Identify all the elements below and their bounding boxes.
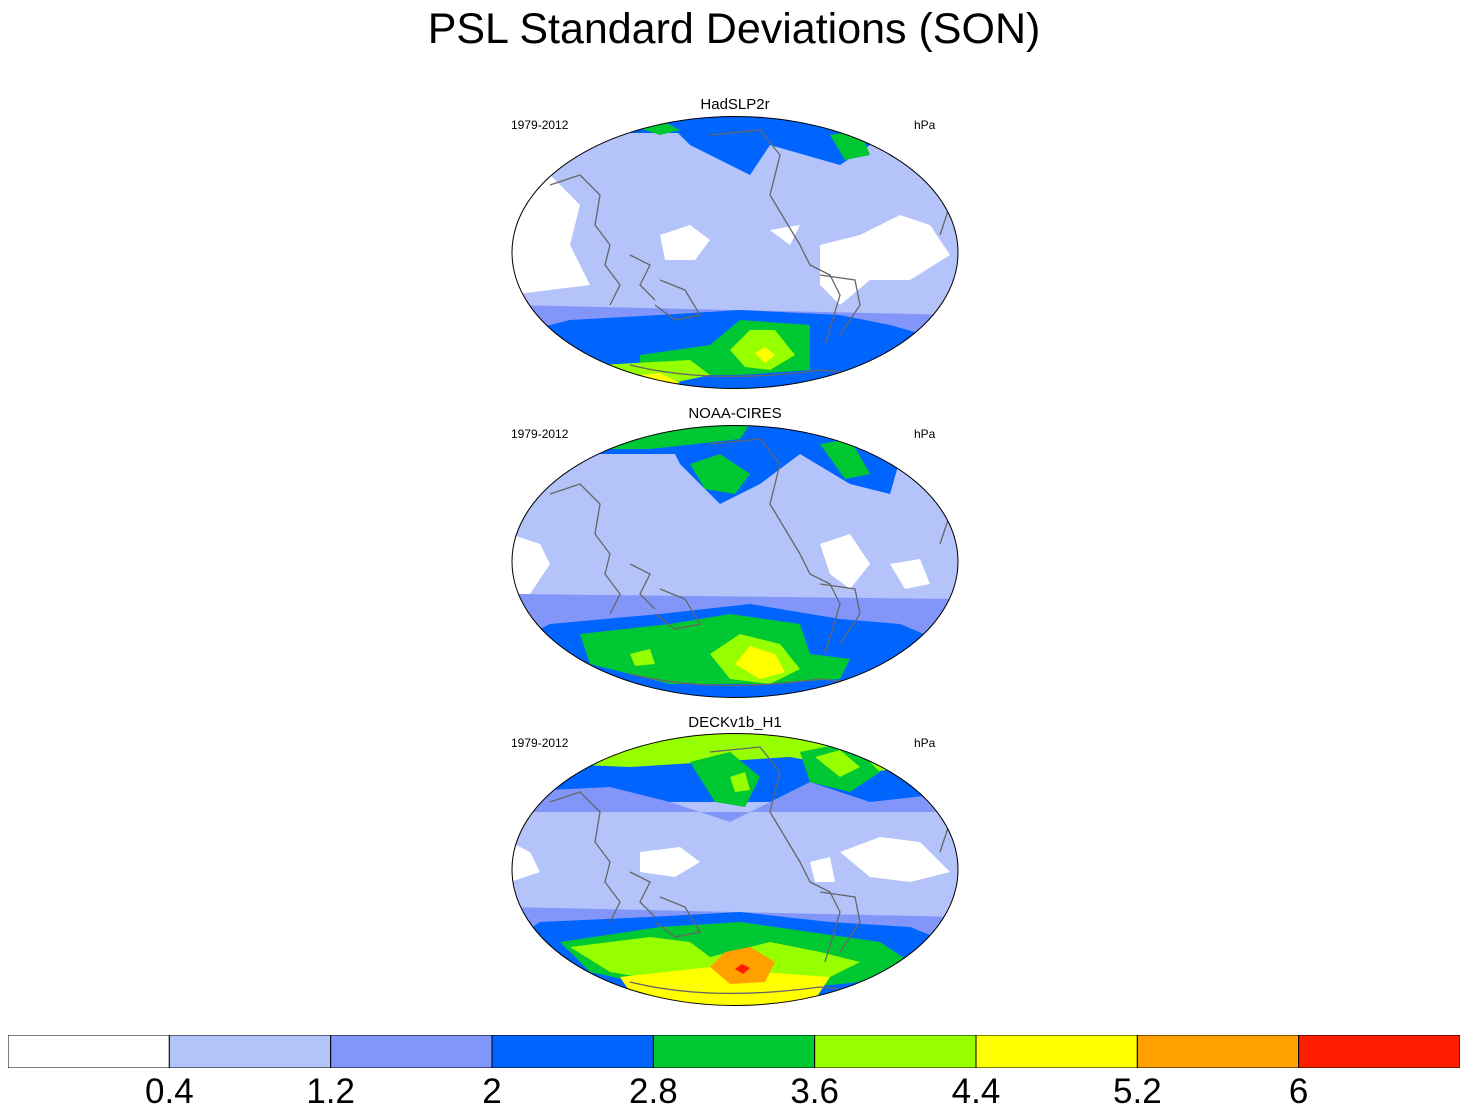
colorbar-swatch xyxy=(330,1035,493,1068)
colorbar xyxy=(8,1035,1460,1068)
colorbar-tick-label: 5.2 xyxy=(1113,1072,1162,1111)
colorbar-swatch xyxy=(1136,1035,1300,1068)
panel-units-1: hPa xyxy=(914,118,936,132)
colorbar-tick-label: 6 xyxy=(1288,1072,1309,1111)
colorbar-tick-label: 2.8 xyxy=(629,1072,678,1111)
map-hadslp2r xyxy=(511,116,959,389)
panel-period-1: 1979-2012 xyxy=(511,118,569,132)
colorbar-swatch xyxy=(814,1035,977,1068)
panel-units-2: hPa xyxy=(914,427,936,441)
colorbar-swatch xyxy=(1298,1035,1460,1068)
colorbar-swatch xyxy=(8,1035,170,1068)
colorbar-swatch xyxy=(975,1035,1138,1068)
panel-title-1: HadSLP2r xyxy=(700,96,770,113)
colorbar-swatch xyxy=(168,1035,332,1068)
colorbar-swatch xyxy=(652,1035,816,1068)
colorbar-tick-label: 1.2 xyxy=(306,1072,355,1111)
map-noaa-cires xyxy=(511,425,959,698)
panel-period-2: 1979-2012 xyxy=(511,427,569,441)
colorbar-tick-label: 0.4 xyxy=(145,1072,194,1111)
panel-units-3: hPa xyxy=(914,736,936,750)
colorbar-tick-label: 3.6 xyxy=(790,1072,839,1111)
panel-period-3: 1979-2012 xyxy=(511,736,569,750)
colorbar-swatch xyxy=(491,1035,654,1068)
panel-title-3: DECKv1b_H1 xyxy=(688,714,782,731)
map-deckv1b-h1 xyxy=(511,733,959,1006)
panel-title-2: NOAA-CIRES xyxy=(688,405,782,422)
main-title: PSL Standard Deviations (SON) xyxy=(427,5,1041,53)
colorbar-tick-label: 4.4 xyxy=(951,1072,1001,1111)
colorbar-tick-label: 2 xyxy=(482,1072,502,1111)
